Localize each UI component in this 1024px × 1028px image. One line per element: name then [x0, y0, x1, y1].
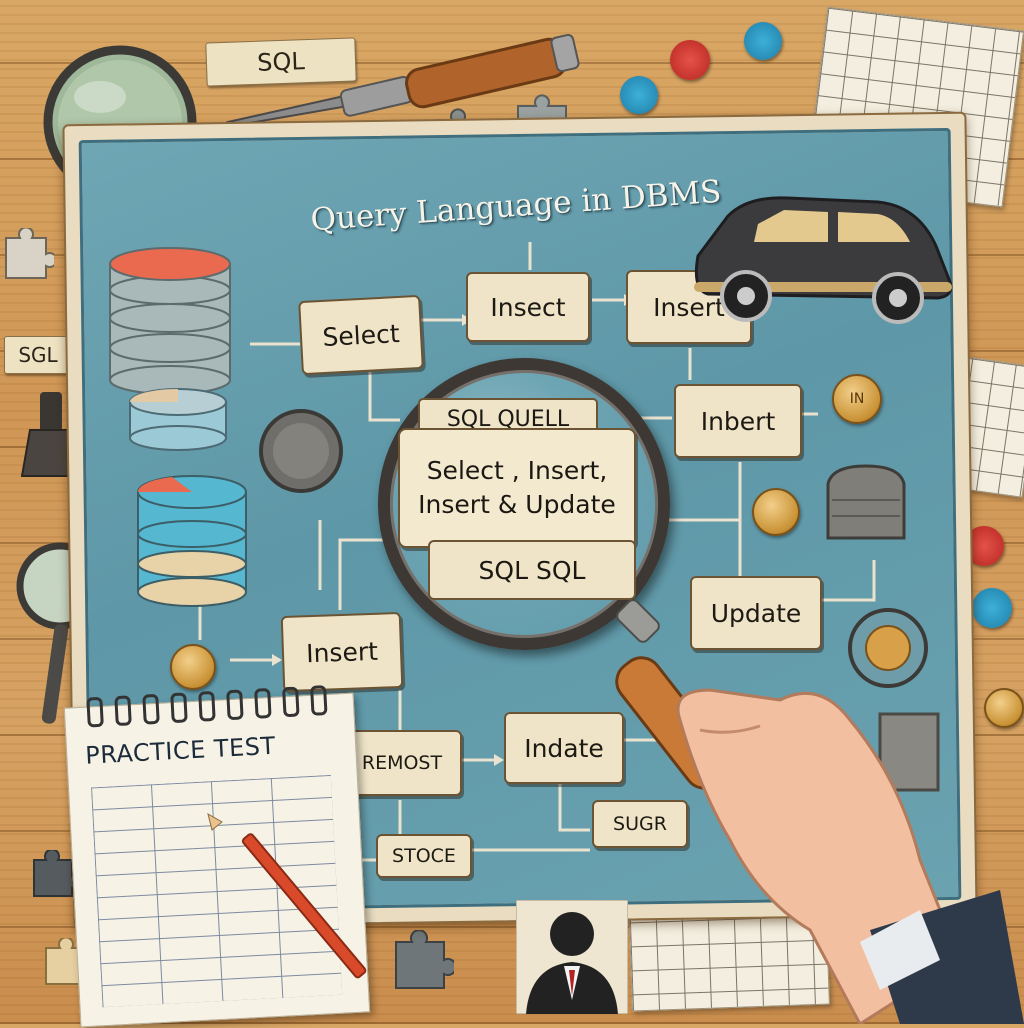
person-silhouette-icon: [515, 899, 629, 1015]
card-stoce: STOCE: [376, 834, 472, 878]
lens-line-2: Insert & Update: [418, 490, 616, 519]
sgl-tag-left: SGL: [4, 336, 72, 374]
red-cap-icon: [670, 40, 710, 80]
hand-icon: [660, 660, 1024, 1027]
ring-icon: [86, 696, 104, 728]
card-update: Update: [690, 576, 822, 650]
card-sugr: SUGR: [592, 800, 688, 848]
puzzle-piece-icon: [388, 929, 457, 996]
database-stack-icon: [126, 384, 230, 454]
database-stack-icon: [132, 472, 252, 608]
stone-coin-icon: [256, 406, 346, 496]
box-icon: [822, 460, 910, 548]
coin-icon: [846, 606, 930, 690]
notebook-title: PRACTICE TEST: [84, 731, 277, 770]
card-remost: REMOST: [342, 730, 462, 796]
lens-main-card: Select , Insert, Insert & Update: [398, 428, 636, 548]
blue-cap-icon: [744, 22, 782, 60]
screwdriver-icon: [224, 28, 584, 128]
card-inbert: Inbert: [674, 384, 802, 458]
ring-icon: [114, 695, 132, 727]
coin-icon: [170, 644, 216, 690]
brush-icon: [16, 390, 86, 480]
database-stack-icon: [104, 244, 236, 395]
ring-icon: [170, 692, 188, 724]
ring-icon: [282, 686, 300, 718]
ring-icon: [254, 687, 272, 719]
lens-line-1: Select , Insert,: [426, 456, 608, 485]
coin-icon: [752, 488, 800, 536]
blue-cap-icon: [620, 76, 658, 114]
coin-icon: IN: [832, 374, 882, 424]
puzzle-piece-icon: [0, 226, 58, 284]
ring-icon: [198, 690, 216, 722]
ring-icon: [310, 685, 328, 716]
blue-cap-icon: [972, 588, 1012, 628]
card-insect: Insect: [466, 272, 590, 342]
lens-sub-card: SQL SQL: [428, 540, 636, 600]
pencil-icon: [200, 812, 370, 982]
ring-icon: [142, 693, 160, 725]
card-indate: Indate: [504, 712, 624, 784]
ring-icon: [226, 689, 244, 721]
card-select: Select: [298, 294, 424, 376]
car-icon: [688, 186, 960, 330]
coin-icon: [984, 688, 1024, 728]
card-insert-left: Insert: [280, 611, 404, 693]
